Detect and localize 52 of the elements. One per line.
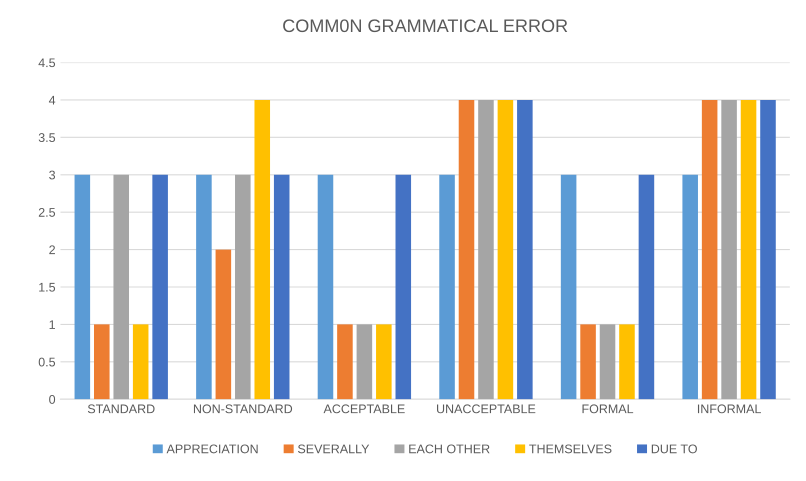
bar — [337, 324, 353, 400]
bar — [600, 324, 616, 400]
bar — [458, 100, 474, 400]
bar — [560, 174, 576, 400]
bar — [235, 174, 251, 400]
bar — [94, 324, 110, 400]
bar — [740, 100, 756, 400]
bar — [498, 100, 514, 400]
chart-title: COMM0N GRAMMATICAL ERROR — [283, 19, 568, 32]
x-tick-label: UNACCEPTABLE — [437, 404, 536, 414]
bar — [254, 100, 270, 400]
bar — [196, 174, 212, 400]
bar — [113, 174, 130, 400]
bar — [439, 174, 455, 400]
y-tick-label: 0 — [49, 395, 56, 404]
y-tick-label: 2 — [49, 245, 55, 254]
legend-label: EACH OTHER — [409, 444, 490, 454]
y-tick-label: 0.5 — [38, 358, 56, 366]
y-tick-label: 4 — [48, 96, 56, 104]
bar — [396, 174, 412, 400]
bar — [760, 100, 776, 400]
y-tick-label: 3 — [49, 170, 56, 180]
x-tick-label: FORMAL — [582, 404, 634, 414]
bar — [376, 324, 392, 400]
bar — [216, 250, 232, 400]
y-tick-label: 1 — [50, 320, 55, 329]
legend-label: APPRECIATION — [166, 444, 258, 454]
bar — [702, 100, 718, 400]
bar — [619, 324, 635, 400]
bar — [318, 174, 334, 400]
x-tick-label: ACCEPTABLE — [324, 404, 405, 414]
bar — [580, 324, 596, 400]
bar — [478, 100, 494, 400]
bar — [517, 100, 533, 400]
bar — [132, 324, 148, 400]
legend-label: SEVERALLY — [298, 444, 370, 454]
bar — [638, 174, 654, 400]
bar — [721, 100, 737, 400]
legend-label: DUE TO — [652, 444, 697, 454]
y-tick-label: 1.5 — [39, 282, 56, 292]
x-tick-label: INFORMAL — [698, 404, 761, 414]
bar — [682, 174, 698, 400]
y-tick-label: 2.5 — [38, 208, 56, 217]
x-tick-label: STANDARD — [88, 404, 155, 414]
bar — [152, 174, 168, 400]
bar — [356, 324, 372, 400]
legend-label: THEMSELVES — [529, 444, 612, 454]
y-tick-label: 3.5 — [38, 133, 56, 142]
bar — [274, 174, 290, 400]
y-tick-label: 4.5 — [38, 58, 56, 68]
x-tick-label: NON-STANDARD — [194, 404, 292, 414]
bar — [74, 174, 90, 400]
